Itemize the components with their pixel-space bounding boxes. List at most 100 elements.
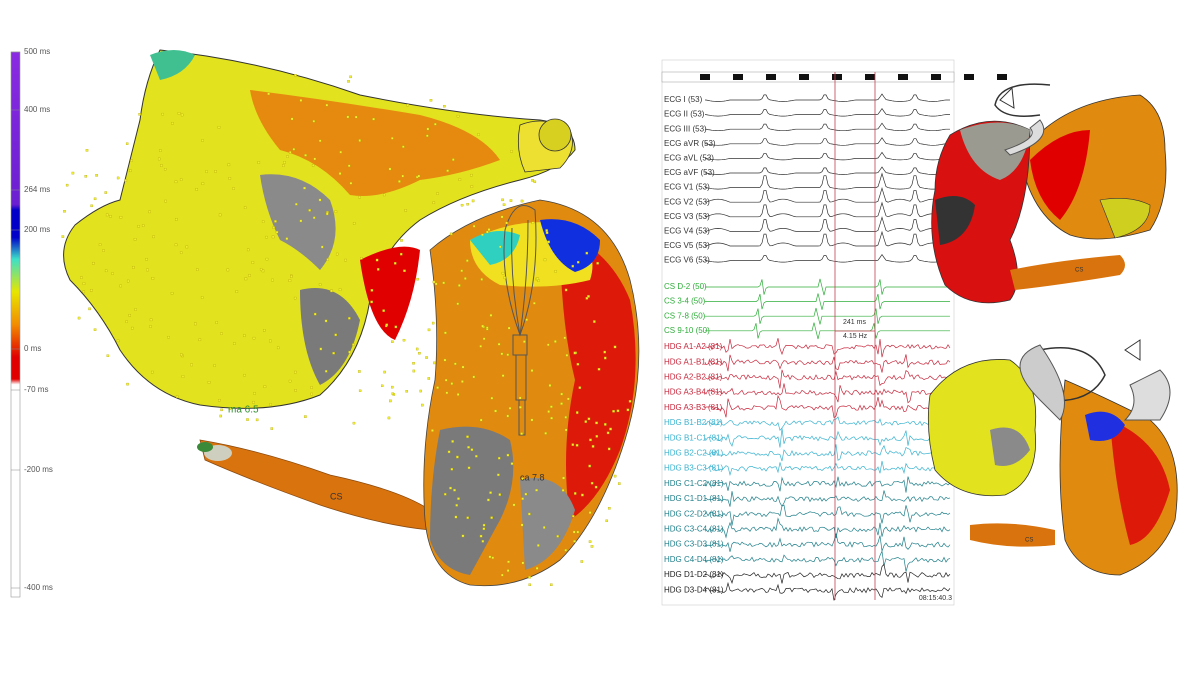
point — [220, 408, 223, 412]
point — [535, 567, 539, 570]
point — [348, 350, 351, 354]
point — [545, 229, 548, 232]
point — [520, 432, 523, 435]
lead-trace — [704, 354, 951, 373]
point — [564, 288, 568, 292]
point — [358, 195, 361, 199]
point — [391, 385, 394, 389]
point — [491, 556, 495, 560]
point — [82, 282, 86, 285]
point — [489, 491, 492, 494]
point — [227, 163, 231, 167]
lead-label: HDG B1-B2 (81) — [664, 418, 723, 427]
lead-trace — [704, 428, 951, 448]
point — [77, 316, 81, 320]
point — [528, 576, 531, 579]
point — [590, 545, 594, 548]
point — [402, 338, 406, 342]
lead-trace — [705, 137, 950, 146]
point — [394, 325, 398, 329]
point — [510, 462, 514, 465]
point — [149, 325, 152, 328]
lead-trace — [705, 186, 950, 203]
point — [588, 540, 592, 543]
point — [149, 318, 153, 322]
point — [587, 417, 591, 421]
point — [587, 295, 590, 298]
point — [80, 276, 83, 279]
point — [235, 290, 239, 293]
point — [480, 278, 483, 281]
point — [293, 296, 297, 300]
lead-label: HDG A1-B1 (81) — [664, 357, 723, 366]
point — [498, 245, 502, 249]
point — [573, 351, 577, 355]
point — [456, 455, 459, 459]
point — [219, 414, 222, 418]
point — [431, 429, 434, 432]
color-bar-labels: 500 ms 400 ms 264 ms 200 ms 0 ms -70 ms -200 m… — [11, 47, 53, 592]
point — [272, 226, 275, 229]
lead-trace — [704, 369, 951, 389]
point — [375, 258, 379, 262]
point — [131, 326, 134, 330]
point — [510, 150, 513, 153]
point — [310, 392, 313, 396]
lead-trace — [704, 383, 951, 404]
point — [71, 171, 75, 175]
point — [446, 169, 449, 172]
lead-label: HDG C1-D1 (81) — [664, 494, 724, 503]
point — [456, 114, 460, 118]
point — [243, 373, 246, 377]
point — [481, 233, 484, 237]
point — [466, 202, 469, 206]
point — [572, 514, 575, 518]
point — [573, 540, 576, 543]
point — [467, 446, 470, 449]
point — [360, 257, 363, 260]
point — [427, 328, 431, 332]
point — [303, 186, 306, 190]
point — [261, 220, 265, 223]
point — [426, 134, 429, 138]
point — [565, 354, 569, 357]
point — [310, 386, 313, 389]
point — [531, 179, 534, 182]
point — [174, 243, 178, 247]
point — [207, 381, 211, 384]
lead-trace — [704, 338, 951, 358]
point — [607, 447, 611, 451]
point — [613, 345, 617, 349]
point — [325, 103, 329, 107]
lead-trace — [704, 416, 951, 432]
point — [295, 202, 298, 206]
point — [205, 170, 208, 173]
lead-label: HDG A3-B3 (81) — [664, 403, 723, 412]
point — [370, 300, 373, 304]
point — [358, 389, 362, 392]
point — [501, 271, 505, 275]
point — [528, 583, 532, 587]
lead-trace — [705, 230, 950, 247]
lead-trace — [705, 166, 950, 175]
point — [506, 453, 510, 457]
point — [90, 204, 93, 208]
point — [612, 410, 615, 413]
point — [349, 182, 353, 185]
point — [161, 112, 164, 116]
point — [436, 386, 439, 389]
lead-trace — [704, 394, 951, 419]
point — [563, 336, 566, 340]
point — [282, 164, 285, 167]
point — [243, 206, 247, 209]
point — [334, 210, 338, 213]
point — [535, 488, 538, 492]
point — [163, 167, 167, 171]
point — [606, 431, 610, 435]
point — [111, 272, 114, 275]
point — [179, 251, 183, 254]
map-label: CS — [1025, 538, 1033, 544]
point — [509, 199, 513, 202]
point — [292, 148, 296, 151]
